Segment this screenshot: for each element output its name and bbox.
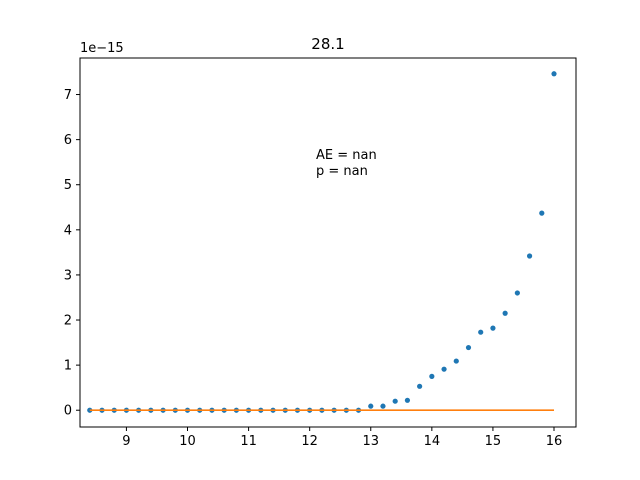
data-point bbox=[551, 71, 557, 77]
x-tick-label: 11 bbox=[240, 434, 257, 449]
data-point bbox=[380, 403, 386, 409]
y-tick-label: 6 bbox=[64, 133, 72, 148]
data-point bbox=[453, 358, 459, 364]
data-point bbox=[465, 344, 472, 351]
data-point bbox=[514, 290, 520, 296]
data-point bbox=[478, 329, 484, 335]
y-tick-label: 2 bbox=[64, 314, 72, 329]
data-point bbox=[490, 325, 496, 331]
x-tick-label: 10 bbox=[179, 434, 196, 449]
plot-layer bbox=[87, 71, 557, 413]
x-tick-label: 13 bbox=[362, 434, 379, 449]
chart-title: 28.1 bbox=[311, 35, 344, 53]
y-tick-label: 0 bbox=[64, 404, 72, 419]
y-offset-label: 1e−15 bbox=[80, 41, 124, 56]
data-point bbox=[87, 407, 93, 413]
data-point bbox=[539, 210, 545, 216]
x-tick-label: 16 bbox=[546, 434, 563, 449]
data-point bbox=[526, 253, 533, 259]
data-point bbox=[392, 398, 398, 404]
x-tick-label: 12 bbox=[301, 434, 318, 449]
y-tick-label: 4 bbox=[64, 223, 72, 238]
y-tick-label: 5 bbox=[64, 178, 72, 193]
y-tick-label: 7 bbox=[64, 88, 72, 103]
x-tick-label: 9 bbox=[122, 434, 130, 449]
data-point bbox=[441, 366, 447, 372]
y-tick-label: 1 bbox=[64, 359, 72, 374]
data-point bbox=[368, 403, 374, 409]
axes-frame bbox=[79, 57, 577, 428]
y-tick-label: 3 bbox=[64, 268, 72, 283]
data-point bbox=[417, 383, 423, 389]
data-point bbox=[502, 310, 508, 316]
annotation-ae: AE = nan bbox=[316, 148, 377, 163]
x-tick-label: 14 bbox=[424, 434, 441, 449]
x-tick-label: 15 bbox=[485, 434, 502, 449]
data-point bbox=[404, 397, 411, 403]
annotation-p: p = nan bbox=[316, 164, 368, 179]
data-point bbox=[429, 373, 435, 379]
